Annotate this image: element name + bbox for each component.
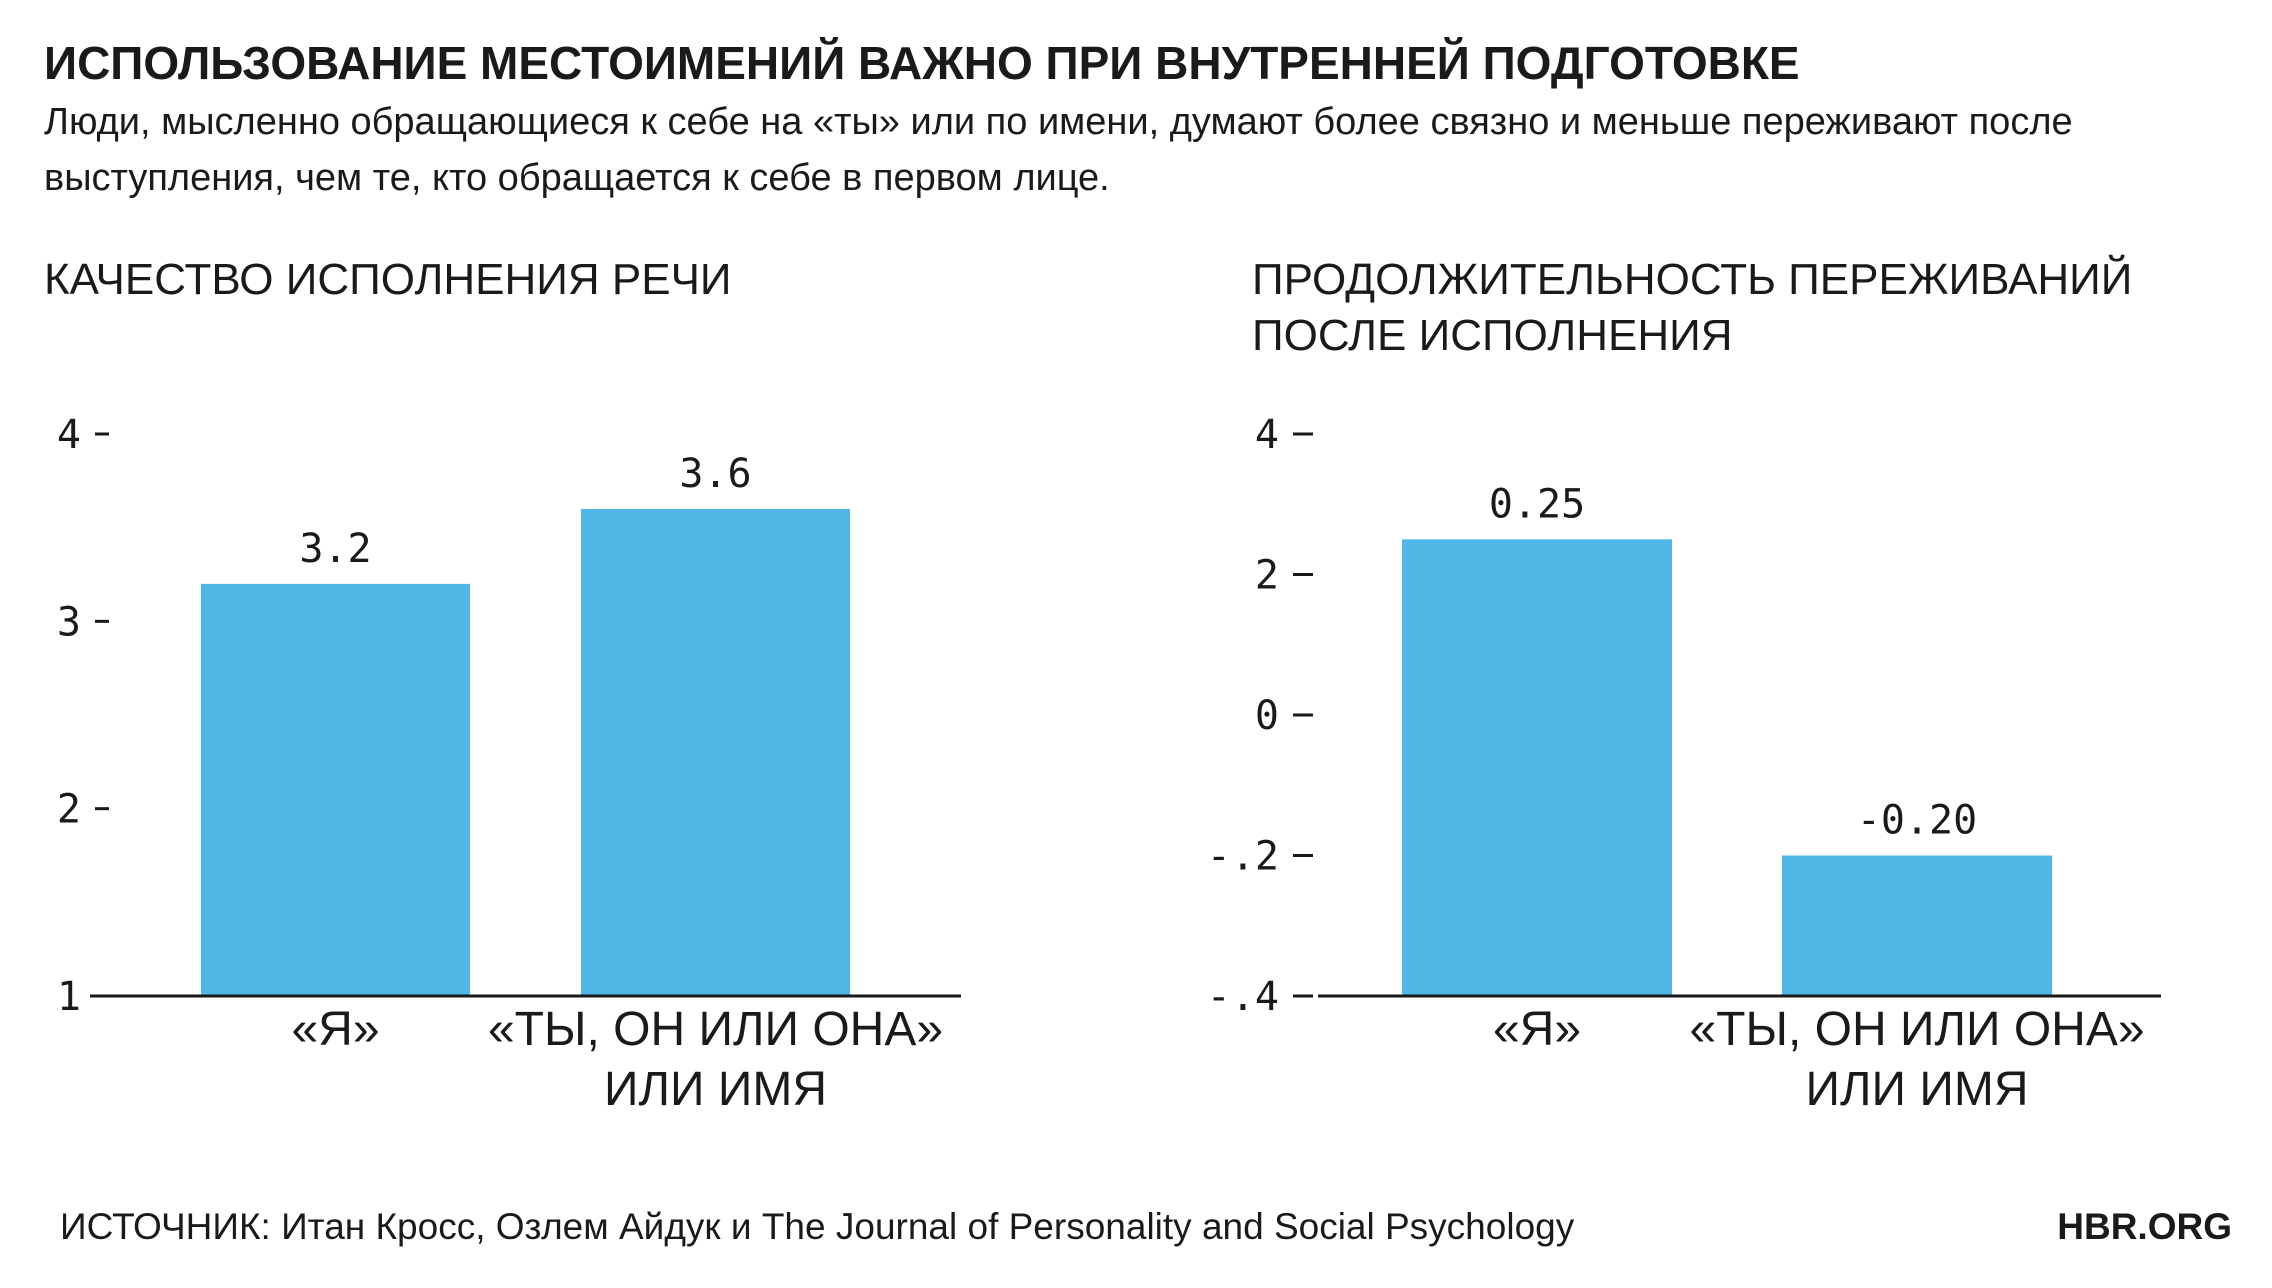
source: ИСТОЧНИК: Итан Кросс, Озлем Айдук и The … — [60, 1206, 1575, 1247]
chart-title: ПРОДОЛЖИТЕЛЬНОСТЬ ПЕРЕЖИВАНИЙ ПОСЛЕ ИСПО… — [1252, 255, 2133, 360]
bar — [1402, 539, 1672, 996]
value-label: 0.25 — [1489, 481, 1585, 527]
y-tick-label: -.4 — [1207, 974, 1279, 1020]
y-tick-label: 1 — [57, 974, 81, 1020]
y-tick-label: 4 — [57, 412, 81, 458]
subtitle: Люди, мысленно обращающиеся к себе на «т… — [44, 101, 2073, 199]
y-tick-label: -.2 — [1207, 834, 1279, 880]
y-tick-label: 2 — [1255, 553, 1279, 599]
y-tick-label: 3 — [57, 599, 81, 645]
bar — [581, 508, 850, 996]
value-label: 3.6 — [679, 451, 751, 497]
bar — [1782, 855, 2052, 996]
y-tick-label: 2 — [57, 787, 81, 833]
brand: HBR.ORG — [2057, 1206, 2232, 1247]
x-tick-label: «ТЫ, ОН ИЛИ ОНА» ИЛИ ИМЯ — [1689, 1003, 2145, 1116]
x-tick-label: «ТЫ, ОН ИЛИ ОНА» ИЛИ ИМЯ — [487, 1003, 944, 1116]
y-tick-label: 0 — [1255, 693, 1279, 739]
value-label: -0.20 — [1857, 798, 1977, 844]
title: ИСПОЛЬЗОВАНИЕ МЕСТОИМЕНИЙ ВАЖНО ПРИ ВНУТ… — [44, 37, 1800, 89]
value-label: 3.2 — [299, 526, 371, 572]
x-tick-label: «Я» — [291, 1003, 380, 1056]
y-tick-label: 4 — [1255, 412, 1279, 458]
chart-title: КАЧЕСТВО ИСПОЛНЕНИЯ РЕЧИ — [44, 255, 732, 304]
x-tick-label: «Я» — [1492, 1003, 1582, 1056]
bar — [201, 583, 470, 996]
